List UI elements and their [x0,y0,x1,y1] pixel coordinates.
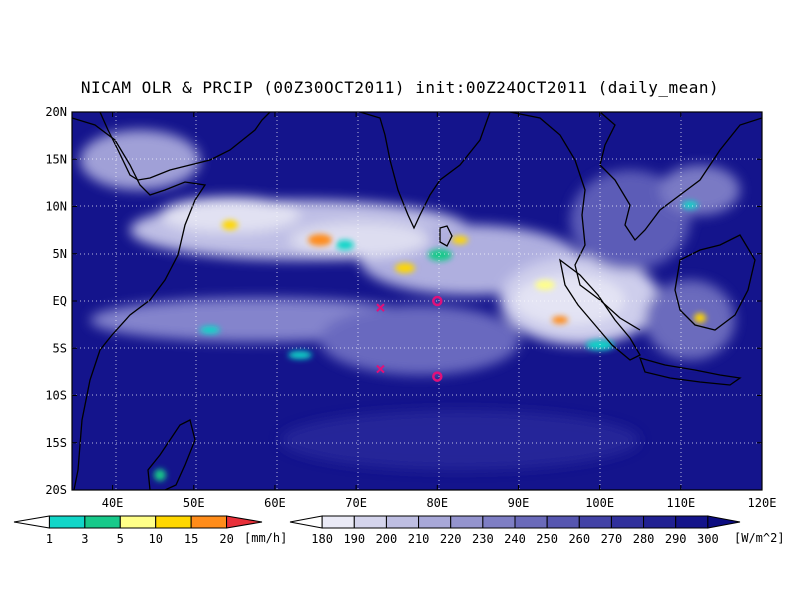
storm-cross-marker [376,364,385,374]
colorbar-swatch [13,515,50,529]
lon-tick-label: 50E [183,496,205,510]
coastlines [72,112,762,490]
colorbar-swatch [643,515,677,529]
lat-tick-label: 10N [45,200,67,214]
lon-tick-label: 60E [264,496,286,510]
colorbar-label: 230 [472,532,494,546]
colorbar-swatch [610,515,645,529]
map-title: NICAM OLR & PRCIP (00Z30OCT2011) init:00… [80,78,720,97]
colorbar-label: 280 [633,532,655,546]
colorbar-label: 210 [408,532,430,546]
lat-tick-label: 15N [45,152,67,166]
colorbar-unit: [mm/h] [244,531,287,545]
lon-tick-label: 100E [585,496,614,510]
precip-colorbar: 1 3 5 10 15 20 [mm/h] [13,515,287,546]
lat-tick-label: 5S [53,341,67,355]
colorbar-label: 15 [184,532,198,546]
colorbar-swatch [514,515,548,529]
colorbar-swatch [119,515,157,529]
colorbar-swatch [353,515,387,529]
colorbar-label: 3 [81,532,88,546]
colorbar-swatch [155,515,192,529]
precip-field [154,201,706,481]
colorbar-unit: [W/m^2] [734,531,785,545]
colorbar-swatch [289,515,323,529]
storm-circle-marker [432,371,443,382]
colorbar-swatch [482,515,516,529]
storm-cross-marker [376,303,385,312]
colorbar-swatch [675,515,709,529]
olr-field [72,112,762,490]
lat-tick-label: 10S [45,389,67,403]
colorbar-swatch [190,515,228,529]
colorbar-label: 250 [536,532,558,546]
colorbar-label: 220 [440,532,462,546]
grid-lines [72,112,762,490]
colorbar-label: 10 [148,532,162,546]
colorbar-label: 300 [697,532,719,546]
lat-axis: 20N 15N 10N 5N EQ 5S 10S 15S 20S [45,105,762,497]
colorbar-swatch [84,515,121,529]
colorbar-swatch [578,515,612,529]
storm-circle-marker [432,295,443,307]
colorbar-label: 270 [601,532,623,546]
colorbar-label: 290 [665,532,687,546]
colorbar-label: 190 [343,532,365,546]
lon-axis: 40E 50E 60E 70E 80E 90E 100E 110E 120E [102,112,777,510]
colorbar-swatch [546,515,580,529]
colorbar-label: 1 [46,532,53,546]
lat-tick-label: EQ [53,294,67,308]
lon-tick-label: 90E [508,496,530,510]
lat-tick-label: 15S [45,436,67,450]
olr-colorbar: 180 190 200 210 220 230 240 250 260 270 280 290 300 [… [289,515,785,546]
lon-tick-label: 70E [345,496,367,510]
colorbar-swatch [450,515,484,529]
lon-tick-label: 40E [102,496,124,510]
colorbar-swatch [707,515,741,529]
colorbar-label: 20 [219,532,233,546]
colorbar-label: 5 [117,532,124,546]
lat-tick-label: 20N [45,105,67,119]
lon-tick-label: 80E [426,496,448,510]
colorbar-swatch [418,515,452,529]
colorbar-swatch [226,515,263,529]
colorbar-label: 260 [568,532,590,546]
colorbar-label: 180 [311,532,333,546]
lon-tick-label: 110E [666,496,695,510]
lon-tick-label: 120E [748,496,777,510]
lat-tick-label: 5N [53,247,67,261]
lat-tick-label: 20S [45,483,67,497]
markers [376,295,443,382]
colorbar-swatch [48,515,86,529]
colorbar-label: 200 [376,532,398,546]
colorbar-swatch [321,515,355,529]
colorbar-swatch [385,515,420,529]
colorbar-label: 240 [504,532,526,546]
